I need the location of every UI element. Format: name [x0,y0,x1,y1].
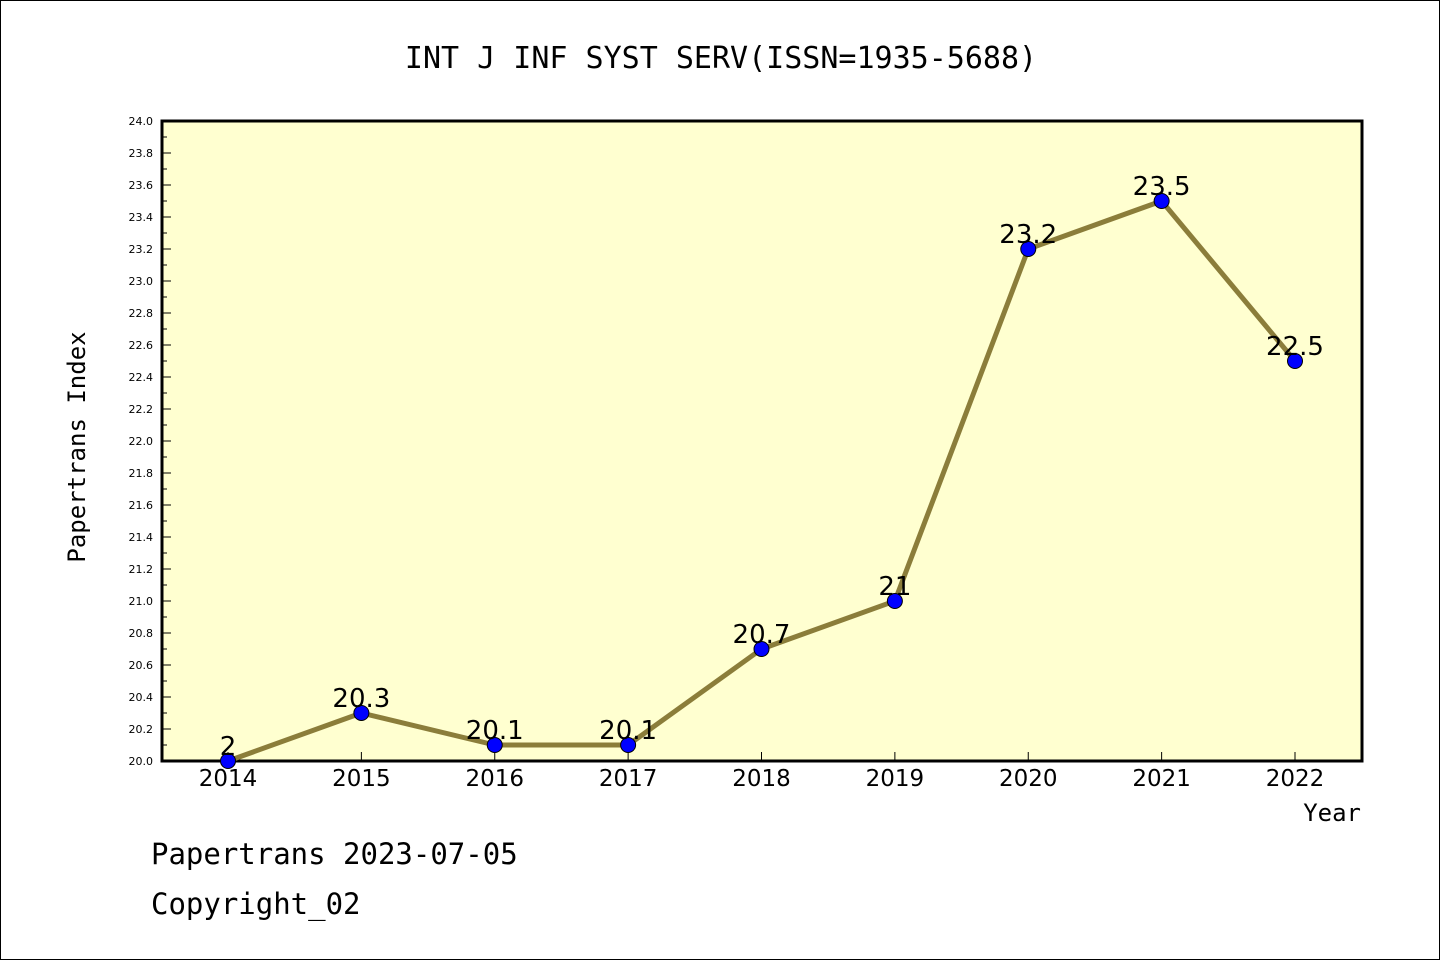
footer-line-1: Papertrans 2023-07-05 [151,837,518,871]
y-axis: 20.0 20.2 20.4 20.6 20.8 21.0 21.2 21.4 21.6 21.8… [129,115,171,768]
footer-line-2: Copyright_02 [151,887,361,921]
data-point [1020,241,1037,257]
y-tick-label: 23.0 [129,275,154,288]
x-tick-label: 2019 [866,766,925,792]
y-tick-label: 21.6 [129,499,154,512]
y-tick-label: 20.4 [129,691,154,704]
y-tick-label: 20.8 [129,627,154,640]
x-tick-label: 2018 [732,766,791,792]
y-tick-label: 23.4 [129,211,154,224]
y-tick-label: 22.2 [129,403,154,416]
y-tick-label: 20.2 [129,723,154,736]
x-tick-label: 2017 [599,766,658,792]
data-label: 20.1 [466,716,524,746]
x-tick-label: 2015 [332,766,391,792]
chart-title: INT J INF SYST SERV(ISSN=1935-5688) [405,41,1037,76]
y-tick-label: 22.4 [129,371,154,384]
y-tick-label: 24.0 [129,115,154,128]
y-tick-label: 23.6 [129,179,154,192]
y-tick-label: 21.4 [129,531,154,544]
x-axis: 2014 2015 2016 2017 2018 2019 2020 2021 2022 [199,752,1325,792]
data-point [486,737,503,753]
data-label: 21 [878,572,911,602]
x-tick-label: 2020 [999,766,1058,792]
data-point [753,641,770,657]
y-tick-label: 21.0 [129,595,154,608]
data-point [220,753,236,769]
x-tick-label: 2014 [199,766,258,792]
data-point [353,705,370,721]
data-label: 20.7 [733,620,791,650]
data-label: 23.5 [1133,172,1191,202]
plot-area [160,119,1364,763]
data-point [620,737,637,753]
data-label: 22.5 [1266,332,1324,362]
y-tick-label: 22.0 [129,435,154,448]
y-tick-label: 21.2 [129,563,154,576]
series-line-group: 2 20.3 20.1 20.1 20.7 21 23.2 23.5 22.5 [220,172,1324,769]
y-tick-label: 22.8 [129,307,154,320]
x-tick-label: 2022 [1266,766,1325,792]
data-label: 20.3 [332,684,390,714]
y-tick-label: 20.6 [129,659,154,672]
y-tick-label: 23.8 [129,147,154,160]
y-tick-label: 22.6 [129,339,154,352]
data-point [886,593,903,609]
y-axis-label: Papertrans Index [63,331,91,562]
data-label: 23.2 [999,220,1057,250]
x-axis-label: Year [1303,799,1361,827]
data-label: 2 [220,732,237,762]
x-tick-label: 2016 [465,766,524,792]
data-point [1287,353,1303,369]
data-label: 20.1 [599,716,657,746]
data-point [1153,193,1170,209]
x-tick-label: 2021 [1132,766,1191,792]
y-tick-label: 20.0 [129,755,154,768]
y-tick-label: 21.8 [129,467,154,480]
y-tick-label: 23.2 [129,243,154,256]
